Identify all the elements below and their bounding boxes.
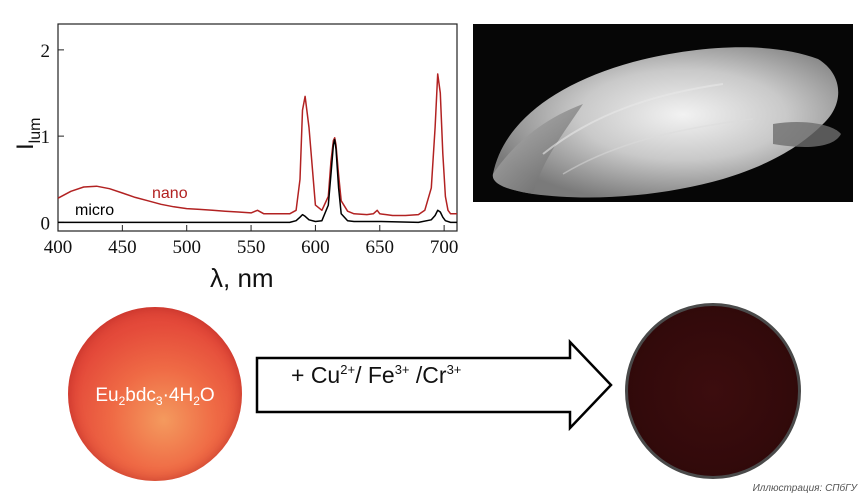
y-tick-label: 2 [41,41,51,62]
y-axis-label-sub: lum [27,118,44,144]
image-credit: Иллюстрация: СПбГУ [752,483,857,494]
x-tick-label: 400 [44,237,73,258]
y-axis-label: Ilum [12,118,44,150]
x-tick-label: 450 [108,237,137,258]
reaction-arrow [255,338,613,432]
electron-microscope-image [473,24,853,202]
y-tick-label: 0 [41,213,51,234]
photo-luminescent-sample: Eu2bdc3·4H2O [68,307,242,481]
series-line-micro [58,138,457,224]
luminescence-chart: 400 450 500 550 600 650 700 0 1 2 Ilum λ, nm nano… [12,23,459,293]
formula-label: Eu2bdc3·4H2O [95,384,215,408]
x-tick-label: 700 [430,237,459,258]
y-axis-label-main: I [12,143,39,150]
crystal-particle-picture [473,24,853,202]
series-label-micro: micro [75,202,114,219]
x-tick-label: 500 [172,237,201,258]
x-tick-label: 550 [237,237,266,258]
photo-quenched-sample [625,303,801,479]
x-tick-label: 650 [366,237,395,258]
y-tick-label: 1 [41,127,51,148]
series-line-nano [57,73,457,217]
plot-frame [57,23,458,232]
ion-addition-label: + Cu2+/ Fe3+ /Cr3+ [291,362,462,388]
series-label-nano: nano [152,185,188,202]
svg-text:Ilum: Ilum [12,118,44,150]
x-axis-label: λ, nm [210,263,274,293]
x-tick-label: 600 [301,237,330,258]
